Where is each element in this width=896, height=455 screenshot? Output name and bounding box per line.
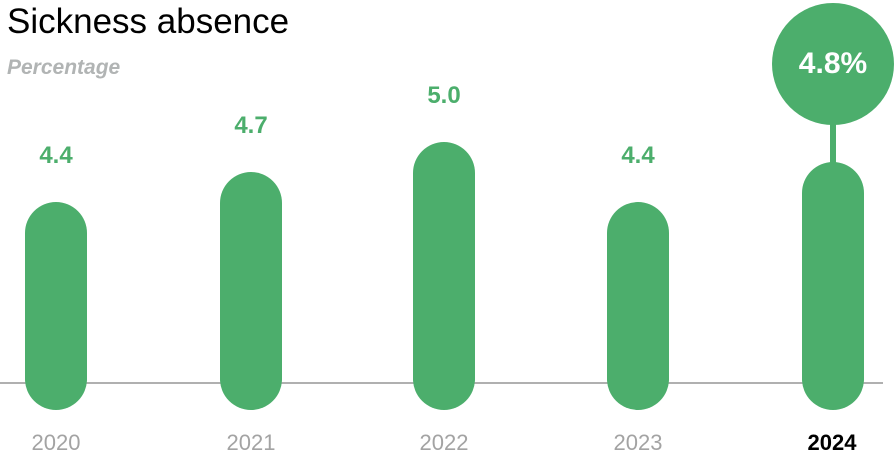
highlight-badge-circle: 4.8% xyxy=(772,3,894,125)
value-label-2023: 4.4 xyxy=(621,142,655,169)
page-title: Sickness absence xyxy=(7,2,290,41)
x-tick-2024: 2024 xyxy=(807,430,857,455)
value-label-2022: 5.0 xyxy=(427,82,461,109)
badge-stem xyxy=(830,122,836,165)
bar-2020 xyxy=(25,202,87,410)
bar-2021 xyxy=(220,172,282,410)
highlight-badge-value: 4.8% xyxy=(798,47,868,80)
bar-2024 xyxy=(802,162,864,410)
value-label-2020: 4.4 xyxy=(39,142,73,169)
bar-2022 xyxy=(413,142,475,410)
x-tick-2023: 2023 xyxy=(613,430,663,455)
x-tick-2022: 2022 xyxy=(419,430,469,455)
chart-subtitle: Percentage xyxy=(7,56,121,79)
bar-2023 xyxy=(607,202,669,410)
x-tick-2021: 2021 xyxy=(226,430,276,455)
x-tick-2020: 2020 xyxy=(31,430,81,455)
value-label-2021: 4.7 xyxy=(234,112,268,139)
